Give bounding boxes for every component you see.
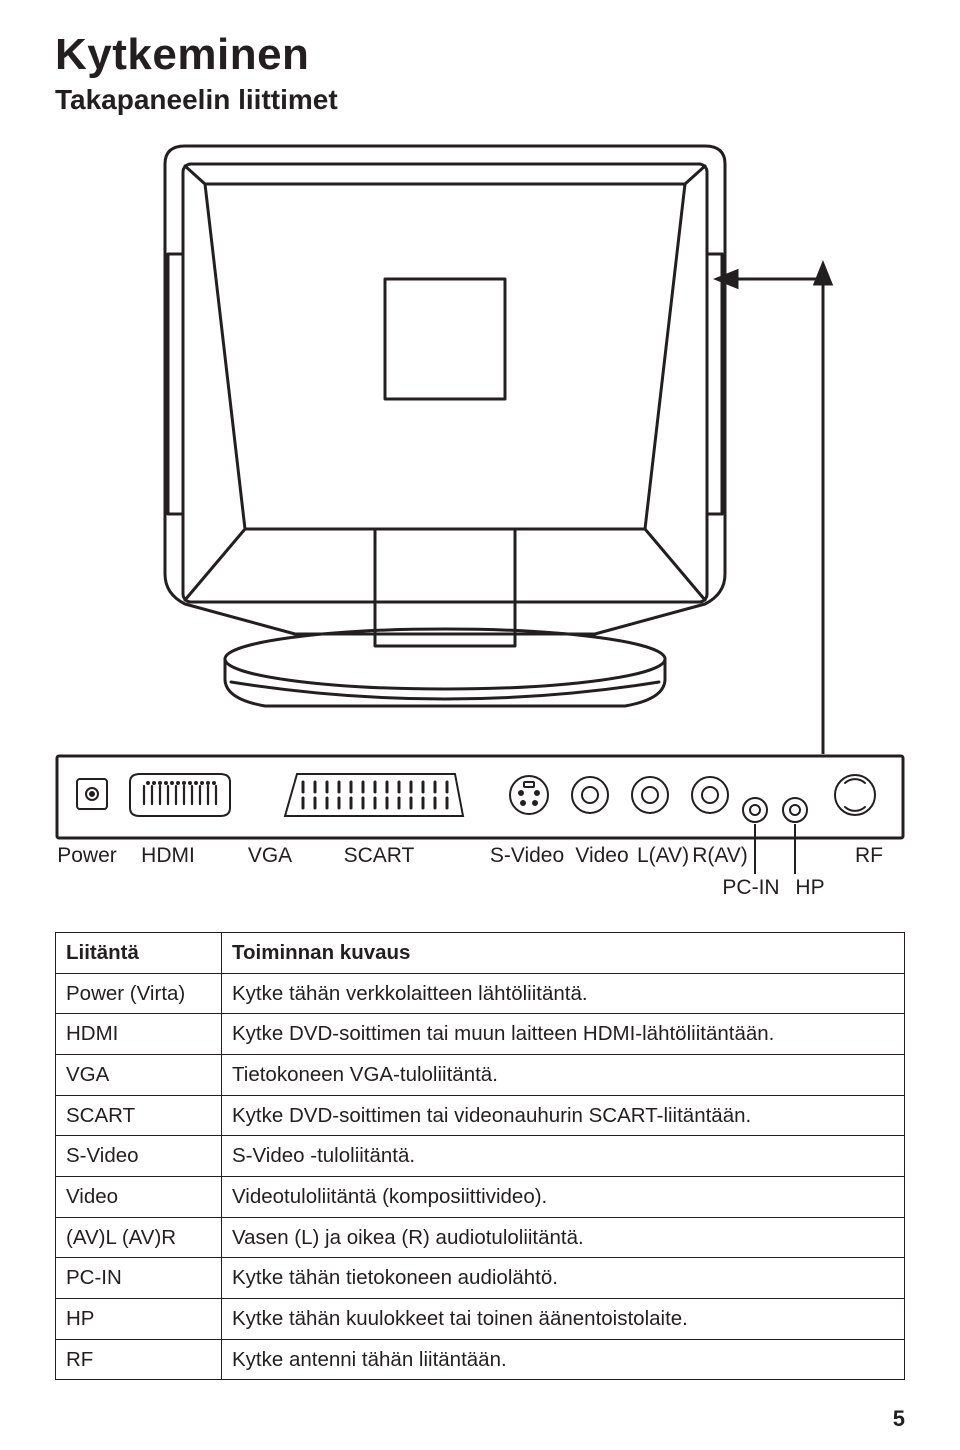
table-row: RFKytke antenni tähän liitäntään. bbox=[56, 1339, 905, 1380]
page-number: 5 bbox=[893, 1406, 905, 1432]
conn-label: RF bbox=[855, 844, 883, 867]
conn-sublabel: HP bbox=[795, 876, 824, 899]
connector-table: Liitäntä Toiminnan kuvaus Power (Virta)K… bbox=[55, 932, 905, 1380]
th-col1: Liitäntä bbox=[56, 933, 222, 974]
page-title: Kytkeminen bbox=[55, 30, 905, 80]
conn-label: HDMI bbox=[141, 844, 195, 867]
conn-label: Power bbox=[57, 844, 117, 867]
table-row: VideoVideotuloliitäntä (komposiittivideo… bbox=[56, 1177, 905, 1218]
table-row: HDMIKytke DVD-soittimen tai muun laittee… bbox=[56, 1014, 905, 1055]
conn-label: L(AV) bbox=[637, 844, 689, 867]
table-row: VGATietokoneen VGA-tuloliitäntä. bbox=[56, 1055, 905, 1096]
table-row: PC-INKytke tähän tietokoneen audiolähtö. bbox=[56, 1258, 905, 1299]
table-row: S-VideoS-Video -tuloliitäntä. bbox=[56, 1136, 905, 1177]
tv-rear-diagram: Power HDMI VGA SCART S-Video Video L(AV)… bbox=[55, 134, 905, 904]
conn-label: Video bbox=[575, 844, 628, 867]
conn-sublabel: PC-IN bbox=[722, 876, 779, 899]
table-row: SCARTKytke DVD-soittimen tai videonauhur… bbox=[56, 1095, 905, 1136]
conn-label: VGA bbox=[248, 844, 292, 867]
table-row: (AV)L (AV)RVasen (L) ja oikea (R) audiot… bbox=[56, 1217, 905, 1258]
th-col2: Toiminnan kuvaus bbox=[222, 933, 905, 974]
conn-label: R(AV) bbox=[692, 844, 748, 867]
table-row: HPKytke tähän kuulokkeet tai toinen ääne… bbox=[56, 1299, 905, 1340]
conn-label: S-Video bbox=[490, 844, 564, 867]
table-row: Power (Virta)Kytke tähän verkkolaitteen … bbox=[56, 973, 905, 1014]
table-header-row: Liitäntä Toiminnan kuvaus bbox=[56, 933, 905, 974]
conn-label: SCART bbox=[344, 844, 415, 867]
page-subtitle: Takapaneelin liittimet bbox=[55, 84, 905, 116]
